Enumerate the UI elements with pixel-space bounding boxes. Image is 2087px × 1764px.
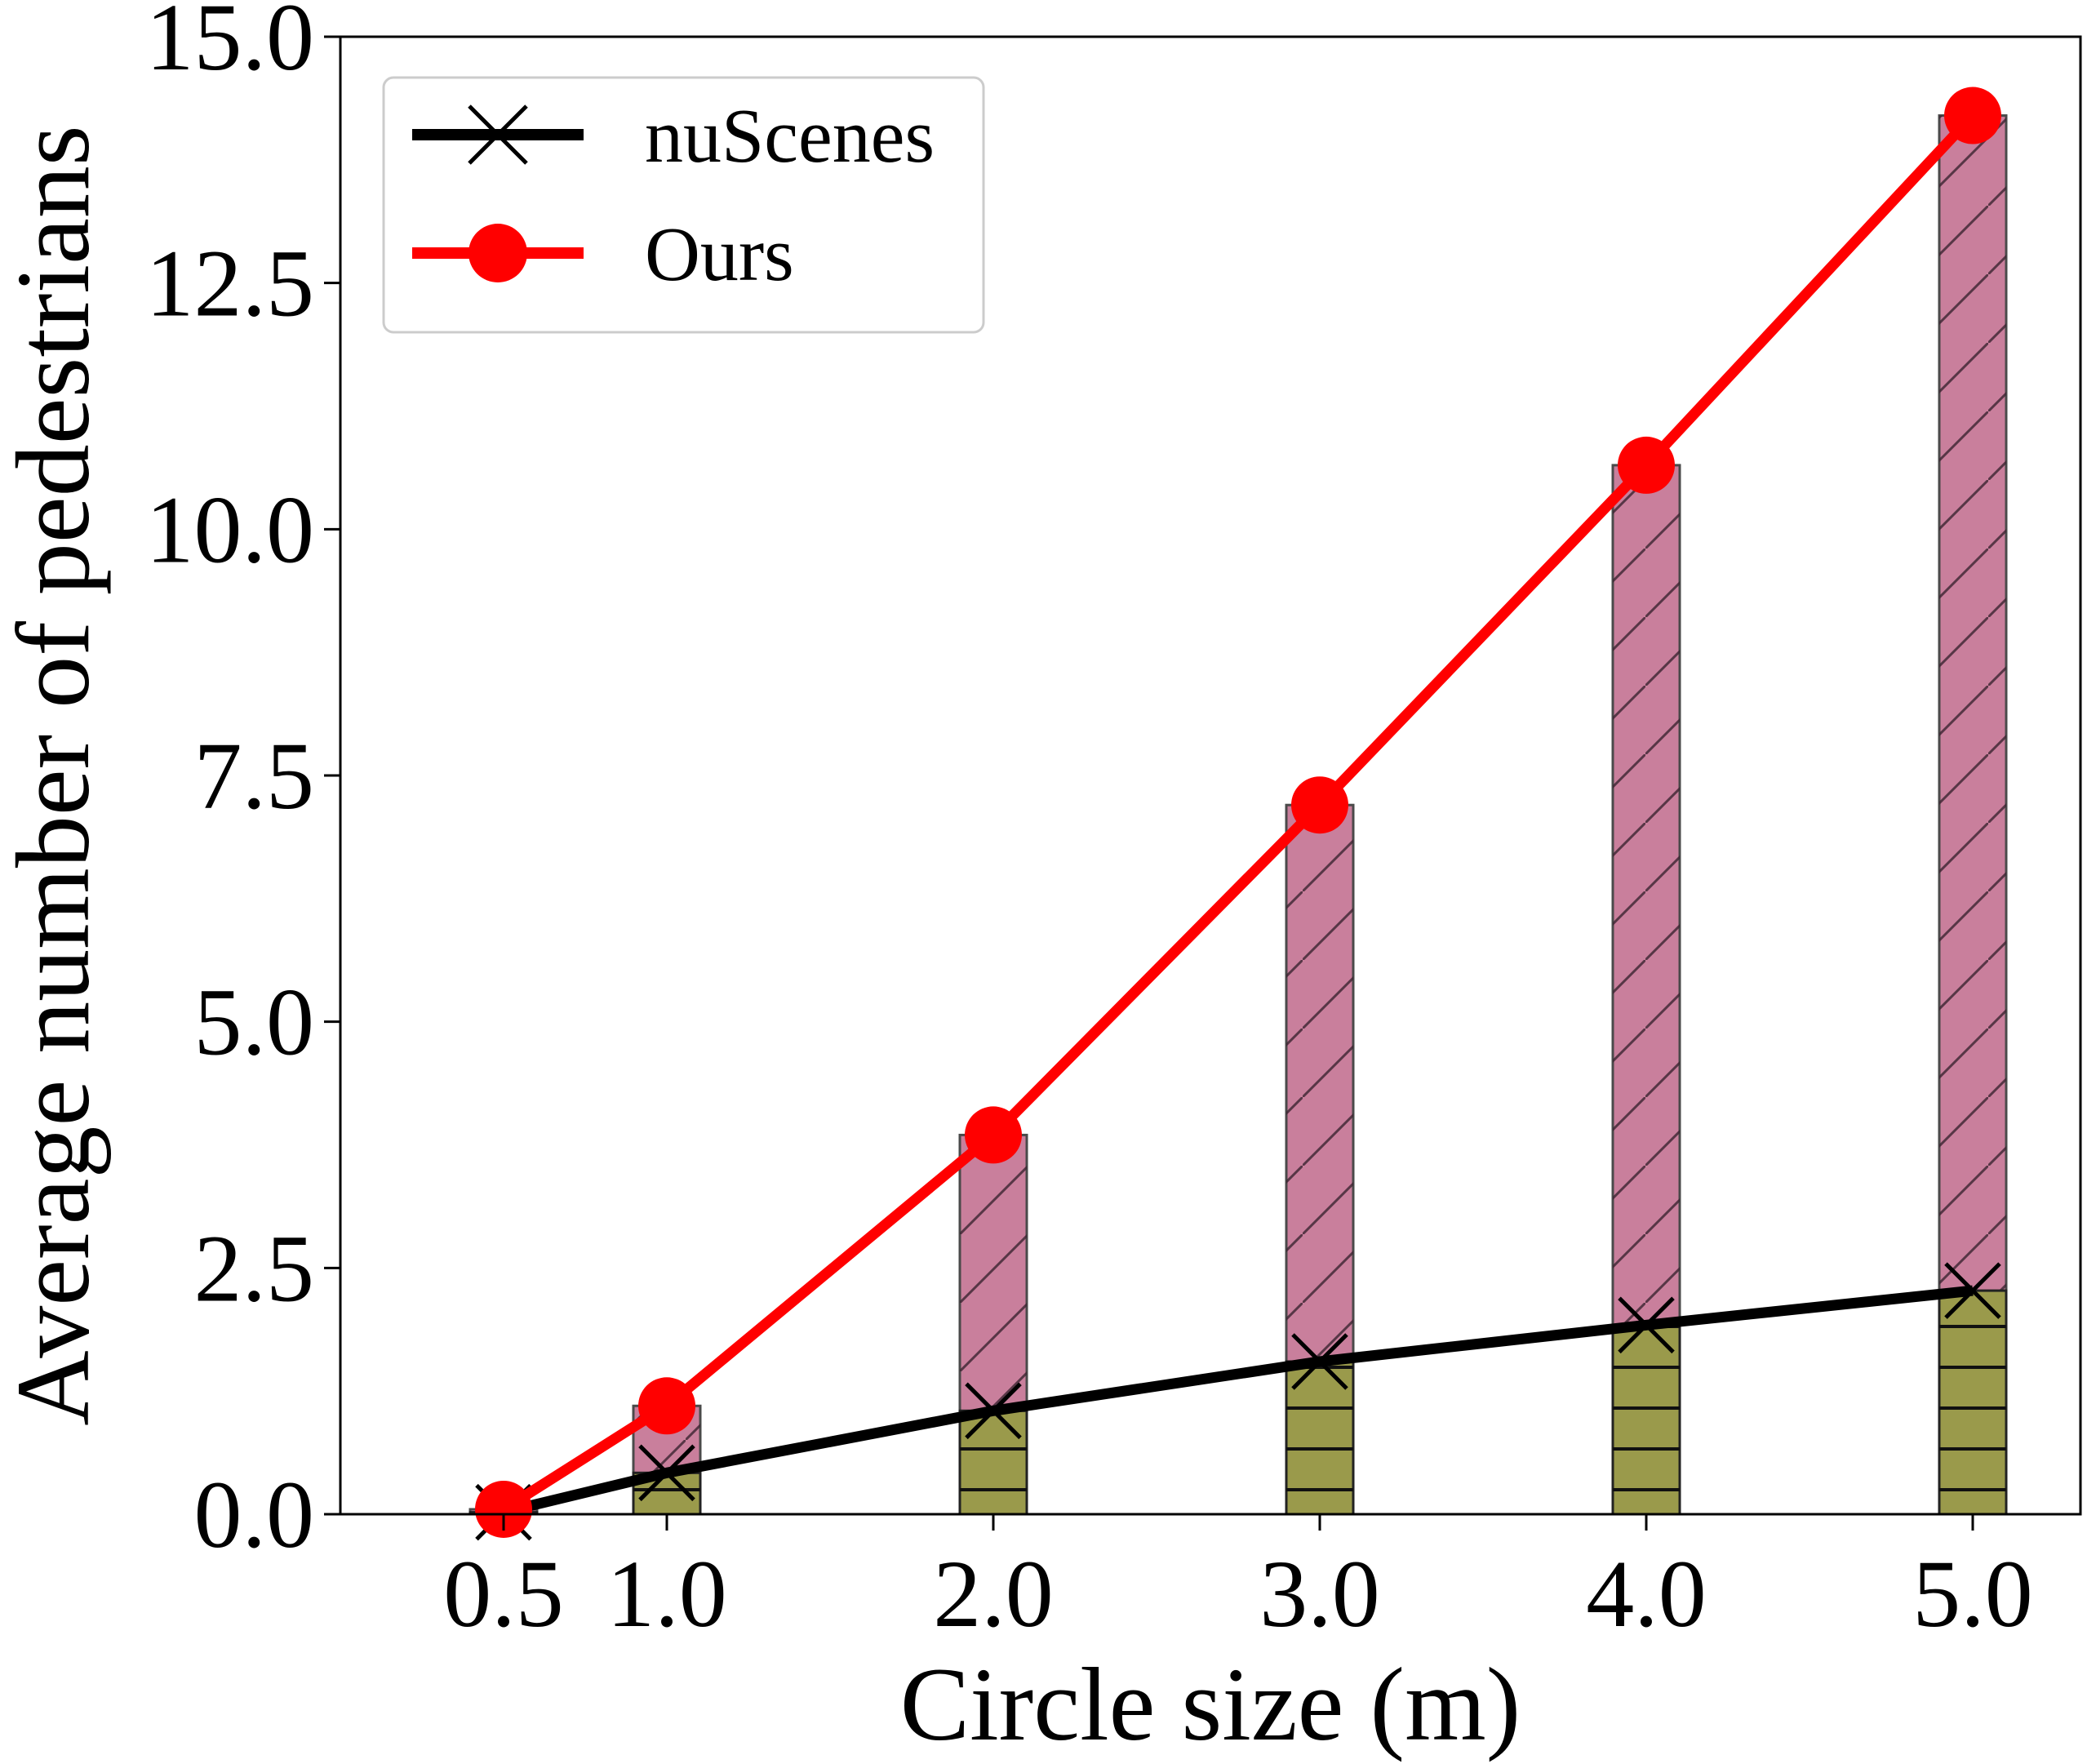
- marker-ours-circle: [1291, 776, 1348, 834]
- legend-ours-label: Ours: [645, 212, 794, 297]
- line-ours: [500, 112, 1977, 1514]
- bar-nuscenes-hatch: [1613, 1325, 1680, 1514]
- marker-nuscenes-x: [1944, 1262, 2001, 1319]
- x-tick-label: 5.0: [1912, 1540, 2033, 1647]
- series-lines: [475, 87, 2001, 1541]
- x-tick-label: 4.0: [1586, 1540, 1707, 1647]
- x-tick-label: 1.0: [606, 1540, 727, 1647]
- bar-ours-hatch: [1939, 115, 2006, 1515]
- x-axis-label: Circle size (m): [900, 1646, 1521, 1762]
- x-tick-label: 3.0: [1259, 1540, 1380, 1647]
- y-axis-label: Average number of pedestrians: [0, 125, 111, 1425]
- marker-ours-circle: [1944, 87, 2001, 144]
- line-nuscenes: [502, 1285, 1974, 1517]
- x-tick-label: 2.0: [933, 1540, 1054, 1647]
- marker-ours-circle: [965, 1106, 1022, 1164]
- legend: nuScenes Ours: [382, 76, 985, 334]
- y-tick-label: 15.0: [146, 0, 315, 91]
- y-tick-label: 10.0: [146, 476, 315, 583]
- legend-box: [382, 76, 985, 334]
- bar-nuscenes-hatch: [1286, 1361, 1353, 1514]
- x-tick-label: 0.5: [443, 1540, 564, 1647]
- marker-ours-circle: [475, 1480, 532, 1538]
- marker-nuscenes-x: [638, 1444, 695, 1502]
- y-axis: 0.0 2.5 5.0 7.5 10.0 12.5 15.0: [146, 0, 340, 1568]
- y-tick-label: 12.5: [146, 230, 315, 337]
- marker-ours-circle: [638, 1377, 695, 1435]
- bar-nuscenes-hatch: [960, 1411, 1027, 1514]
- y-tick-label: 7.5: [194, 722, 315, 829]
- x-axis: 0.5 1.0 2.0 3.0 4.0 5.0: [443, 1514, 2033, 1647]
- legend-nuscenes-x-icon: [468, 104, 528, 165]
- marker-nuscenes-x: [1291, 1333, 1348, 1390]
- legend-nuscenes-label: nuScenes: [645, 94, 935, 179]
- legend-ours-circle-icon: [468, 224, 527, 282]
- y-tick-label: 0.0: [194, 1461, 315, 1568]
- y-tick-label: 5.0: [194, 969, 315, 1076]
- bar-nuscenes-hatch: [1939, 1291, 2006, 1514]
- marker-ours-circle: [1618, 436, 1675, 494]
- marker-nuscenes-x: [1618, 1296, 1675, 1354]
- marker-nuscenes-x: [965, 1382, 1022, 1440]
- y-tick-label: 2.5: [194, 1215, 315, 1322]
